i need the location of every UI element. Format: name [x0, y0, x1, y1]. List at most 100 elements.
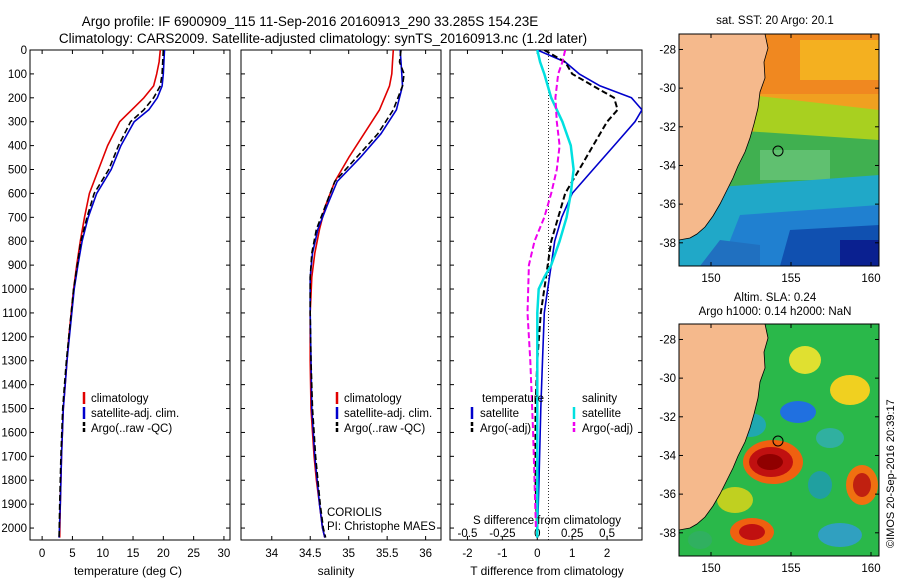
sst-map-ticks: 150 155 160 -28 -30 -32 -34 -36 -38 [659, 34, 881, 285]
header-line2: Climatology: CARS2009. Satellite-adjuste… [59, 31, 587, 46]
longitude-tick-label: 150 [701, 563, 720, 575]
t-difference-axis-label: T difference from climatology [470, 564, 624, 578]
salinity-profiles [309, 50, 405, 538]
salinity-tick-label: 36 [419, 548, 432, 560]
depth-tick-label: 700 [8, 212, 27, 224]
argo-location-marker [772, 435, 784, 447]
depth-tick-label: 800 [8, 236, 27, 248]
legend-title-temperature: temperature [482, 393, 544, 405]
difference-legend-temperature: temperature satellite Argo(-adj) [470, 393, 544, 435]
temperature-tick-label: 25 [187, 548, 200, 560]
sla-map-ticks: 150 155 160 -28 -30 -32 -34 -36 -38 [659, 324, 881, 575]
t-difference-axis-ticks: -2 -1 0 1 2 [462, 50, 610, 560]
salinity-tick-label: 35.5 [376, 548, 398, 560]
salinity-depth-ticks [241, 49, 441, 529]
depth-tick-label: 1300 [1, 356, 27, 368]
salinity-legend: climatology satellite-adj. clim. Argo(..… [335, 392, 432, 435]
depth-tick-label: 900 [8, 260, 27, 272]
depth-tick-label: 1600 [1, 427, 27, 439]
sst-map-field [679, 34, 879, 266]
salinity-tick-label: 34.5 [299, 548, 321, 560]
latitude-tick-label: -32 [659, 412, 676, 424]
legend-label-satellite: satellite-adj. clim. [344, 408, 432, 420]
sla-map-subtitle: Argo h1000: 0.14 h2000: NaN [699, 306, 852, 318]
s-difference-tick-label: -0.25 [489, 528, 515, 540]
sst-map-frame [678, 33, 880, 267]
s-difference-axis-label: S difference from climatology [473, 515, 621, 527]
difference-panel-frame [449, 49, 643, 541]
difference-profiles [526, 50, 642, 538]
coastline-land [679, 324, 769, 531]
depth-tick-label: 0 [21, 45, 27, 57]
depth-tick-label: 1900 [1, 499, 27, 511]
latitude-tick-label: -30 [659, 83, 676, 95]
depth-tick-label: 600 [8, 188, 27, 200]
temperature-axis-ticks: 0 5 10 15 20 25 30 [39, 50, 230, 560]
longitude-tick-label: 155 [781, 273, 800, 285]
t-difference-tick-label: -2 [462, 548, 472, 560]
temperature-axis-label: temperature (deg C) [74, 564, 182, 578]
temperature-panel-frame [29, 49, 231, 541]
argo-temperature-line [58, 50, 165, 538]
salinity-panel-frame [240, 49, 442, 541]
temperature-tick-label: 30 [218, 548, 231, 560]
latitude-tick-label: -28 [659, 44, 676, 56]
depth-tick-label: 400 [8, 141, 27, 153]
depth-tick-label: 1700 [1, 451, 27, 463]
longitude-tick-label: 155 [781, 563, 800, 575]
latitude-tick-label: -36 [659, 199, 676, 211]
legend-title-salinity: salinity [582, 393, 617, 405]
temperature-tick-label: 10 [96, 548, 109, 560]
argo-location-marker [772, 145, 784, 157]
difference-legend-salinity: salinity satellite Argo(-adj) [572, 393, 633, 435]
satellite-t-difference-line [536, 50, 642, 538]
sla-map-panel: Altim. SLA: 0.24 Argo h1000: 0.14 h2000:… [659, 292, 880, 575]
depth-tick-label: 100 [8, 69, 27, 81]
latitude-tick-label: -34 [659, 160, 676, 172]
legend-label-climatology: climatology [344, 393, 402, 405]
latitude-tick-label: -36 [659, 489, 676, 501]
sst-map-panel: sat. SST: 20 Argo: 20.1 150 155 160 -28 -30 -… [659, 15, 880, 285]
depth-tick-label: 1500 [1, 404, 27, 416]
legend-label-s-satellite: satellite [582, 408, 621, 420]
t-difference-tick-label: 2 [604, 548, 610, 560]
s-difference-tick-label: 0.5 [599, 528, 615, 540]
depth-tick-label: 1000 [1, 284, 27, 296]
legend-label-s-argo: Argo(-adj) [582, 423, 633, 435]
depth-axis-ticks: 0 100 200 300 400 500 600 700 800 900 1000 1100 1200… [1, 45, 230, 535]
longitude-tick-label: 160 [861, 563, 880, 575]
depth-tick-label: 1100 [2, 308, 27, 320]
latitude-tick-label: -32 [659, 122, 676, 134]
legend-label-climatology: climatology [91, 393, 149, 405]
temperature-tick-label: 5 [69, 548, 75, 560]
depth-tick-label: 2000 [1, 523, 27, 535]
depth-tick-label: 1800 [1, 475, 27, 487]
legend-label-argo: Argo(..raw -QC) [91, 423, 172, 435]
longitude-tick-label: 160 [861, 273, 880, 285]
latitude-tick-label: -38 [659, 238, 676, 250]
imos-credit: ©IMOS 20-Sep-2016 20:39:17 [885, 399, 897, 548]
t-difference-tick-label: 0 [534, 548, 540, 560]
argo-salinity-line [309, 50, 405, 538]
depth-tick-label: 1400 [1, 380, 27, 392]
depth-tick-label: 500 [8, 165, 27, 177]
temperature-tick-label: 20 [157, 548, 170, 560]
annotation-coriolis: CORIOLIS [327, 507, 382, 519]
sla-map-frame [678, 323, 880, 557]
legend-label-argo: Argo(..raw -QC) [344, 423, 425, 435]
legend-label-t-argo: Argo(-adj) [480, 423, 531, 435]
satellite-s-difference-line [536, 50, 575, 538]
latitude-tick-label: -34 [659, 450, 676, 462]
difference-depth-ticks [450, 49, 642, 529]
header-line1: Argo profile: IF 6900909_115 11-Sep-2016… [82, 14, 539, 29]
sst-map-title: sat. SST: 20 Argo: 20.1 [716, 15, 834, 27]
temperature-legend: climatology satellite-adj. clim. Argo(..… [82, 392, 179, 435]
salinity-tick-label: 35 [342, 548, 355, 560]
depth-tick-label: 200 [8, 93, 27, 105]
argo-s-difference-line [526, 50, 567, 529]
difference-panel: -2 -1 0 1 2 -0.5 -0.25 0 0.25 0.5 S difference f… [449, 49, 643, 578]
legend-label-t-satellite: satellite [480, 408, 519, 420]
s-difference-tick-label: 0.25 [561, 528, 583, 540]
latitude-tick-label: -30 [659, 373, 676, 385]
